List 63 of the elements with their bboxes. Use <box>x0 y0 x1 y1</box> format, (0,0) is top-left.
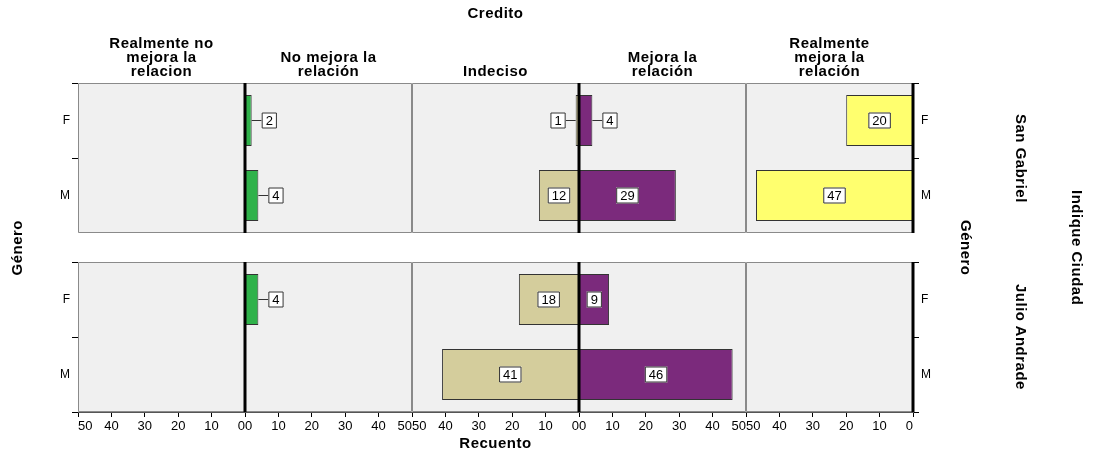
y-tick-label: M <box>921 366 931 381</box>
x-tick-label: 20 <box>170 418 186 434</box>
x-tick-label: 30 <box>471 418 487 434</box>
data-label: 4 <box>606 113 614 129</box>
x-tick-label: 0 <box>579 418 587 434</box>
y-tick-label: M <box>921 187 931 202</box>
data-label: 41 <box>503 367 518 383</box>
x-tick-label: 40 <box>104 418 119 434</box>
x-tick-label: 10 <box>204 418 219 434</box>
x-tick-label: 10 <box>538 418 553 434</box>
text: Credito <box>466 4 525 21</box>
x-tick-label: 30 <box>671 418 687 434</box>
y2-axis-title: Género <box>958 219 975 276</box>
x-tick-label: 50 <box>78 418 93 434</box>
x-tick-label: 40 <box>371 418 386 434</box>
y-tick-label: F <box>62 291 70 306</box>
x-tick-label: 10 <box>271 418 286 434</box>
text: Indique Ciudad <box>1069 190 1086 306</box>
x-tick-label: 0 <box>571 418 579 434</box>
data-label: 47 <box>827 188 842 204</box>
x-tick-label: 50 <box>746 418 761 434</box>
data-label: 1 <box>554 113 562 129</box>
data-label: 2 <box>265 113 273 129</box>
y-tick-label: M <box>60 366 70 381</box>
x-tick-label: 20 <box>838 418 854 434</box>
data-label: 18 <box>541 292 556 308</box>
chart-title: Realmente no mejora la relacion <box>108 33 215 79</box>
x-tick-label: 10 <box>605 418 620 434</box>
chart-title: Realmente mejora la relación <box>788 33 871 79</box>
x-tick-label: 30 <box>137 418 153 434</box>
y-axis-title: Género <box>8 219 25 276</box>
data-label: 20 <box>872 113 887 129</box>
x-tick-label: 0 <box>237 418 245 434</box>
x-tick-label: 40 <box>772 418 787 434</box>
data-label: 12 <box>551 188 567 204</box>
y-tick-label: M <box>60 187 70 202</box>
x-tick-label: 0 <box>905 418 913 434</box>
x-tick-label: 0 <box>245 418 253 434</box>
text: Julio Andrade <box>1013 284 1030 390</box>
x-tick-label: 20 <box>504 418 520 434</box>
data-label: 4 <box>272 292 280 308</box>
x-tick-label: 30 <box>337 418 353 434</box>
chart-title: Indeciso <box>462 61 529 79</box>
x-tick-label: 50 <box>412 418 427 434</box>
data-label: 4 <box>272 188 280 204</box>
y-tick-label: F <box>62 112 70 127</box>
data-label: 46 <box>648 367 664 383</box>
chart-title: No mejora la relación <box>279 47 378 79</box>
x-tick-label: 50 <box>731 418 746 434</box>
x-tick-label: 10 <box>872 418 887 434</box>
y-tick-label: F <box>921 112 929 127</box>
text: San Gabriel <box>1013 113 1030 203</box>
chart-title: Mejora la relación <box>626 47 699 79</box>
x-tick-label: 20 <box>304 418 320 434</box>
y-tick-label: F <box>921 291 929 306</box>
x-tick-label: 40 <box>438 418 453 434</box>
x-tick-label: 50 <box>397 418 412 434</box>
x-axis-title: Recuento <box>458 434 533 451</box>
x-tick-label: 20 <box>638 418 654 434</box>
x-tick-label: 30 <box>805 418 821 434</box>
data-label: 9 <box>590 292 598 308</box>
x-tick-label: 40 <box>705 418 720 434</box>
data-label: 29 <box>620 188 635 204</box>
